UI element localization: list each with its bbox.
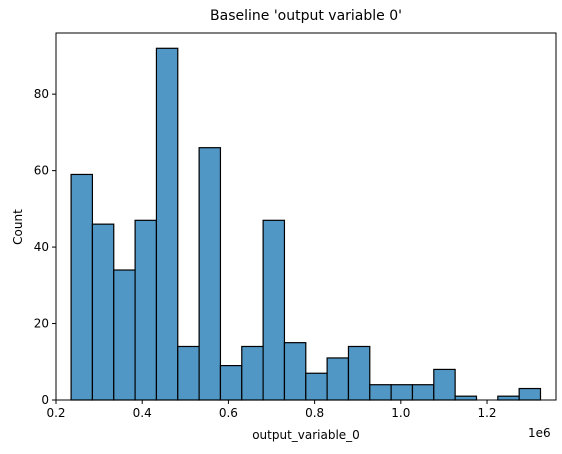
histogram-bar (70, 173, 94, 401)
histogram-bar (326, 357, 350, 401)
x-tick-label: 1.2 (477, 406, 496, 420)
histogram-bar (390, 384, 414, 401)
histogram-bar (433, 368, 456, 401)
y-tick-label: 80 (34, 87, 49, 101)
chart-title: Baseline 'output variable 0' (210, 8, 402, 24)
x-tick-label: 0.2 (46, 406, 65, 420)
histogram-bar (134, 219, 158, 401)
histogram-bar (347, 345, 371, 401)
histogram-bar (198, 147, 222, 401)
histogram-bar (305, 372, 328, 401)
y-tick-label: 60 (34, 164, 49, 178)
histogram-bar (454, 395, 478, 401)
histogram-bar (155, 47, 179, 401)
x-tick-label: 0.4 (133, 406, 152, 420)
histogram-bar (262, 219, 286, 401)
x-tick-label: 0.6 (219, 406, 238, 420)
histogram-bar (518, 387, 542, 401)
histogram-bar (497, 395, 520, 401)
histogram-bar (369, 384, 392, 401)
x-axis-offset-label: 1e6 (528, 426, 551, 440)
histogram-bar (219, 364, 243, 401)
histogram-bar (283, 342, 307, 401)
x-axis-label: output_variable_0 (252, 428, 360, 442)
y-tick-label: 20 (34, 317, 49, 331)
histogram-bar (411, 384, 435, 401)
y-tick-label: 0 (41, 393, 49, 407)
histogram-bar (113, 269, 136, 401)
histogram-bar (241, 345, 264, 401)
axes-frame (55, 32, 557, 401)
x-tick-label: 0.8 (305, 406, 324, 420)
histogram-bar (177, 345, 200, 401)
histogram-bar (91, 223, 115, 401)
y-tick-label: 40 (34, 240, 49, 254)
x-tick-label: 1.0 (391, 406, 410, 420)
